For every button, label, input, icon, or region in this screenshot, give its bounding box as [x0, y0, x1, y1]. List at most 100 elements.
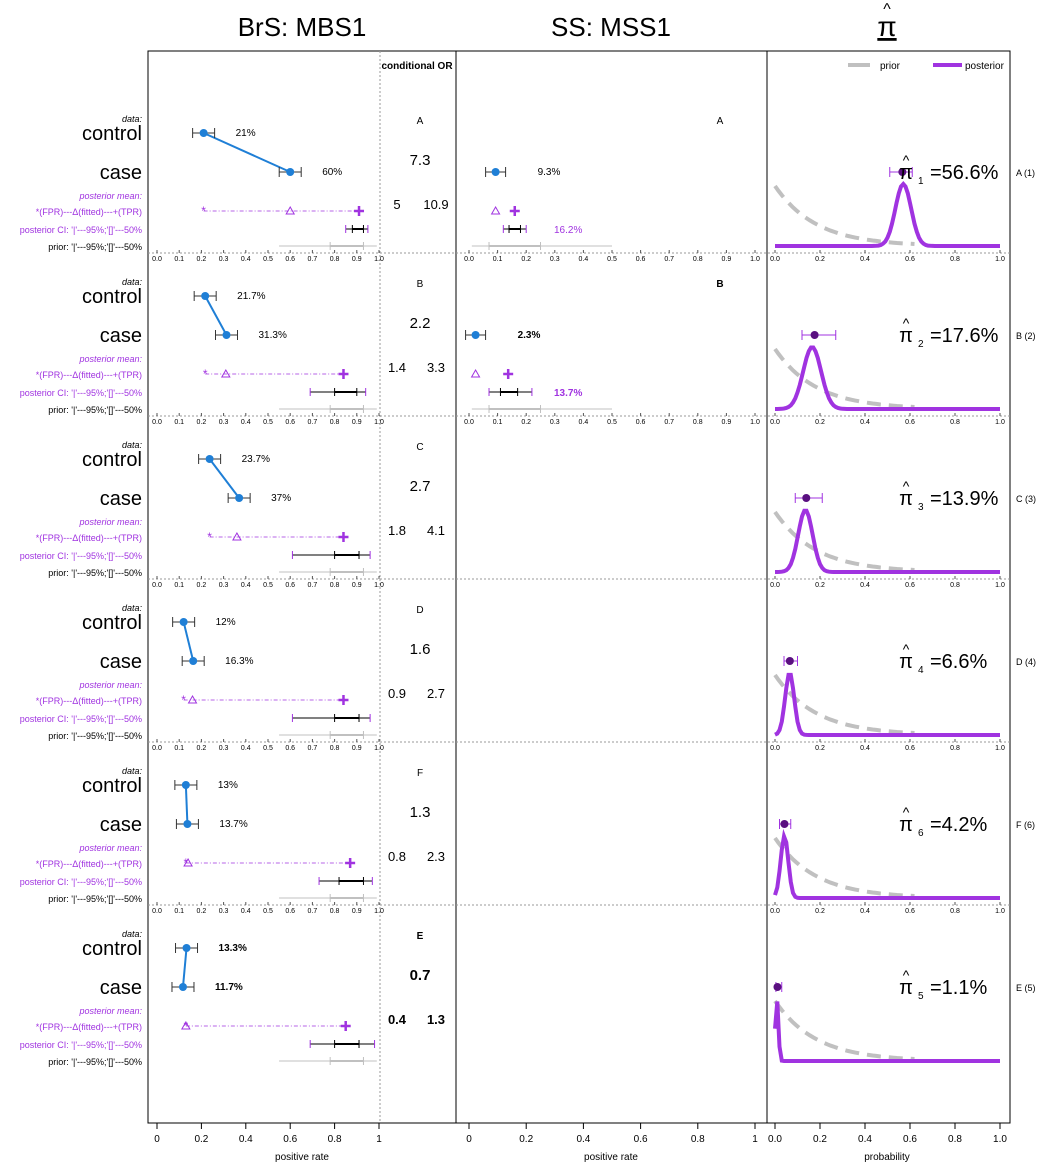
brs-bottom-tick-label: 0.2 [194, 1134, 208, 1145]
brs-strip-tick-label: 0.4 [241, 256, 251, 263]
or-value: 2.7 [410, 478, 431, 495]
pi-hat-symbol: π [899, 651, 913, 673]
ss-strip-tick-label: 0.3 [550, 419, 560, 426]
brs-strip-tick-label: 0.8 [330, 419, 340, 426]
control-label: control [82, 123, 142, 145]
posterior-ci-label: posterior CI: '|'---95%;'[]'---50% [20, 714, 142, 724]
tpr-marker [341, 1021, 351, 1031]
pathogen-row-c: data:control case posterior mean: *(FPR)---… [20, 440, 1036, 589]
case-rate-label: 31.3% [258, 330, 286, 341]
posterior-density [775, 836, 1000, 898]
pi-hat-symbol: π [899, 814, 913, 836]
brs-connector [184, 622, 194, 661]
legend: prior posterior [848, 61, 1005, 72]
or-lower: 0.8 [388, 849, 406, 864]
ss-strip-tick-label: 0.4 [579, 256, 589, 263]
control-point [183, 944, 191, 952]
case-point [235, 494, 243, 502]
brs-strip-tick-label: 0.9 [352, 745, 362, 752]
pi-strip-tick-label: 1.0 [995, 745, 1005, 752]
or-lower: 0.9 [388, 686, 406, 701]
pi-strip-tick-label: 1.0 [995, 908, 1005, 915]
cor-header: conditional OR [381, 61, 453, 72]
pi-strip-tick-label: 0.6 [905, 745, 915, 752]
brs-strip-tick-label: 0.9 [352, 419, 362, 426]
brs-strip-tick-label: 1.0 [374, 745, 384, 752]
pm-legend-label: *(FPR)---Δ(fitted)---+(TPR) [36, 1022, 142, 1032]
case-point [183, 820, 191, 828]
brs-strip-tick-label: 0.5 [263, 908, 273, 915]
posterior-ci-label: posterior CI: '|'---95%;'[]'---50% [20, 388, 142, 398]
case-point [179, 983, 187, 991]
ss-strip-tick-label: 0.6 [636, 256, 646, 263]
pi-strip-tick-label: 0.4 [860, 745, 870, 752]
pi-hat-label: ^π 2 =17.6% [899, 315, 999, 350]
pi-hat-symbol: π [899, 325, 913, 347]
control-rate-label: 23.7% [242, 454, 270, 465]
prior-ci-label: prior: '|'---95%;'[]'---50% [48, 1057, 142, 1067]
brs-bottom-tick-label: 0.6 [283, 1134, 297, 1145]
ss-pathogen-label: A [717, 116, 724, 127]
brs-strip-tick-label: 0.3 [219, 582, 229, 589]
control-rate-label: 21% [236, 128, 256, 139]
pi-strip-tick-label: 0.2 [815, 256, 825, 263]
pi-strip-tick-label: 0.4 [860, 582, 870, 589]
brs-strip-tick-label: 0.9 [352, 256, 362, 263]
ss-strip-tick-label: 0.7 [664, 419, 674, 426]
pi-bottom-tick-label: 1.0 [993, 1134, 1007, 1145]
pathogen-row-f: data:control case posterior mean: *(FPR)---… [20, 766, 1035, 915]
pi-bottom-tick-label: 0.8 [948, 1134, 962, 1145]
or-upper: 10.9 [423, 197, 448, 212]
case-label: case [100, 814, 142, 836]
pathogen-row-b: data:controlcaseposterior mean:*(FPR)---… [20, 277, 1036, 426]
or-upper: 2.3 [427, 849, 445, 864]
prior-density [775, 1001, 915, 1059]
pi-hat-value: =56.6% [930, 162, 999, 184]
pi-point [780, 820, 788, 828]
pi-hat-value: =4.2% [930, 814, 987, 836]
prior-ci-label: prior: '|'---95%;'[]'---50% [48, 894, 142, 904]
brs-strip-tick-label: 0.2 [197, 582, 207, 589]
pi-hat-label: ^π 5 =1.1% [899, 967, 987, 1002]
pi-strip-tick-label: 1.0 [995, 419, 1005, 426]
pathogen-row-d: data:controlcaseposterior mean:*(FPR)---… [20, 603, 1036, 752]
or-pathogen-label: F [417, 768, 423, 779]
pi-hat-label: ^π 6 =4.2% [899, 804, 987, 839]
or-value: 1.3 [410, 804, 431, 821]
pathogen-row-a: data:control case posterior mean: *(FPR)---… [20, 114, 1035, 263]
pi-hat-subscript: 6 [918, 828, 924, 839]
brs-strip-tick-label: 0.3 [219, 908, 229, 915]
case-label: case [100, 162, 142, 184]
pm-legend-label: *(FPR)---Δ(fitted)---+(TPR) [36, 533, 142, 543]
tpr-marker [338, 695, 348, 705]
ss-strip-tick-label: 0.5 [607, 256, 617, 263]
prior-ci-label: prior: '|'---95%;'[]'---50% [48, 731, 142, 741]
control-point [182, 781, 190, 789]
brs-strip-tick-label: 0.5 [263, 582, 273, 589]
pi-strip-tick-label: 0.2 [815, 419, 825, 426]
posterior-mean-label: posterior mean: [78, 354, 142, 364]
brs-strip-tick-label: 0.0 [152, 582, 162, 589]
pathogen-side-label: D (4) [1016, 657, 1036, 667]
fitted-marker [233, 533, 241, 540]
pi-hat-subscript: 3 [918, 502, 924, 513]
ss-bottom-tick-label: 1 [752, 1134, 758, 1145]
brs-strip-tick-label: 0.9 [352, 582, 362, 589]
brs-strip-tick-label: 0.0 [152, 908, 162, 915]
case-label: case [100, 325, 142, 347]
brs-strip-tick-label: 0.2 [197, 745, 207, 752]
control-label: control [82, 286, 142, 308]
ss-pathogen-label: B [716, 279, 723, 290]
brs-strip-tick-label: 0.3 [219, 419, 229, 426]
case-rate-label: 11.7% [215, 982, 243, 993]
or-lower: 1.8 [388, 523, 406, 538]
ss-case-point [492, 168, 500, 176]
posterior-ci-label: posterior CI: '|'---95%;'[]'---50% [20, 877, 142, 887]
posterior-mean-label: posterior mean: [78, 191, 142, 201]
brs-strip-tick-label: 0.6 [285, 419, 295, 426]
brs-strip-tick-label: 0.5 [263, 256, 273, 263]
brs-strip-tick-label: 0.1 [174, 582, 184, 589]
fitted-marker [286, 207, 294, 214]
control-label: control [82, 449, 142, 471]
